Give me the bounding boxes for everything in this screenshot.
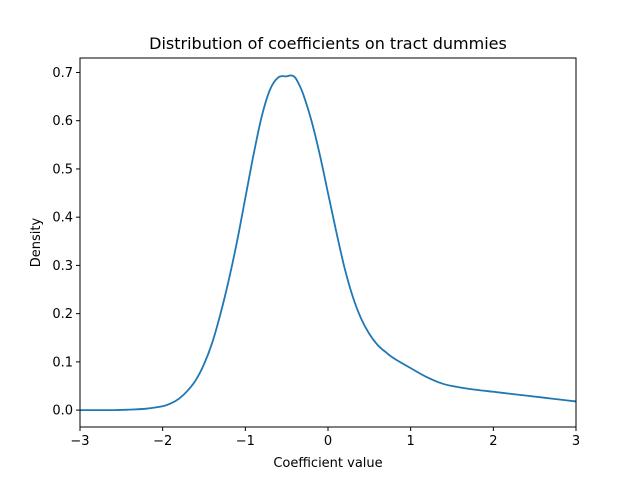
chart-title: Distribution of coefficients on tract du… xyxy=(149,34,507,53)
y-tick-label: 0.4 xyxy=(52,211,73,226)
y-tick-label: 0.3 xyxy=(52,259,73,274)
x-tick-label: 2 xyxy=(489,434,497,449)
y-tick-label: 0.0 xyxy=(52,404,73,419)
density-line xyxy=(80,74,577,412)
y-axis-label: Density xyxy=(29,217,44,267)
plot-frame xyxy=(79,57,577,428)
x-tick-label: 1 xyxy=(407,434,415,449)
x-axis-label: Coefficient value xyxy=(273,456,382,471)
x-tick-label: 3 xyxy=(572,434,580,449)
plot-area xyxy=(80,74,577,412)
y-tick-label: 0.1 xyxy=(52,355,73,370)
y-tick-label: 0.6 xyxy=(52,114,73,129)
y-tick-label: 0.5 xyxy=(52,162,73,177)
x-tick-label: 0 xyxy=(324,434,332,449)
y-tick-label: 0.2 xyxy=(52,307,73,322)
x-tick-label: −1 xyxy=(236,434,255,449)
x-tick-label: −3 xyxy=(70,434,89,449)
y-tick-label: 0.7 xyxy=(52,66,73,81)
x-tick-label: −2 xyxy=(153,434,172,449)
